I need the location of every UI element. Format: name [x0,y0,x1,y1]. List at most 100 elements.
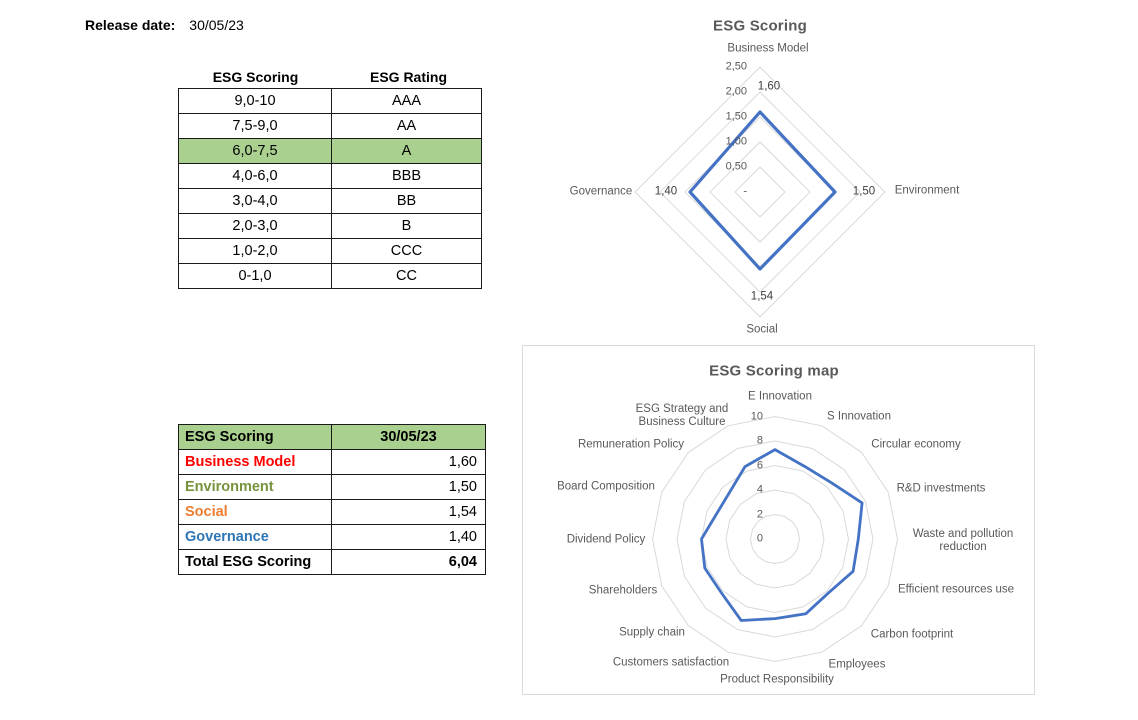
scoring-range-cell: 1,0-2,0 [178,238,332,264]
scoring-range-cell: 2,0-3,0 [178,213,332,239]
radar-gridline [709,141,811,243]
release-date: Release date: 30/05/23 [85,17,244,33]
radar-chart-esg-scoring-map: ESG Scoring map E Innovation S Innovation C… [522,345,1035,695]
scoring-range-cell: 4,0-6,0 [178,163,332,189]
axis-tick-label: 2,00 [725,85,747,98]
radar-gridline [634,66,886,318]
rating-cell: AAA [331,88,482,114]
rating-cell: A [331,138,482,164]
radar-gridline [725,489,825,589]
category-label: Efficient resources use [897,583,1015,596]
data-point-label: 1,54 [750,290,774,303]
table-row: 4,0-6,0 BBB [178,163,482,189]
axis-tick-label: 2,50 [725,60,747,73]
rating-table: ESG Scoring ESG Rating 9,0-10 AAA 7,5-9,0… [178,66,484,289]
pillar-value: 1,40 [331,524,486,550]
rating-table-grid: 9,0-10 AAA 7,5-9,0 AA 6,0-7,5 A 4,0-6,0 BBB … [178,88,482,289]
radar-gridline [684,116,836,268]
category-label: Business Model [727,42,809,55]
pillar-value: 1,60 [331,449,486,475]
table-row: 0-1,0 CC [178,263,482,289]
rating-cell: CCC [331,238,482,264]
radar-gridline [734,166,786,218]
rating-table-header: ESG Scoring ESG Rating [178,66,484,88]
category-label: Environment [894,184,960,197]
axis-tick-label: 4 [756,483,763,496]
radar-gridline [659,91,861,293]
table-row: 3,0-4,0 BB [178,188,482,214]
scoring-range-cell: 3,0-4,0 [178,188,332,214]
category-label: Carbon footprint [870,628,954,641]
release-date-value: 30/05/23 [189,17,244,33]
table-row-highlighted: 6,0-7,5 A [178,138,482,164]
category-label: ESG Strategy and Business Culture [635,402,729,428]
pillar-value: 1,50 [331,474,486,500]
radar-series-polygon [700,448,864,622]
axis-tick-label: 6 [756,459,763,472]
rating-cell: CC [331,263,482,289]
pillar-label-social: Social [178,499,332,525]
axis-tick-label: 1,00 [725,135,747,148]
radar-gridline [700,464,850,614]
scores-table: ESG Scoring 30/05/23 Business Model 1,60… [178,424,486,575]
data-point-label: 1,50 [852,185,876,198]
radar-gridline [749,513,801,565]
category-label: Customers satisfaction [612,656,730,669]
rating-header-rating: ESG Rating [369,69,447,85]
category-label: Dividend Policy [566,533,646,546]
category-label: Governance [569,185,633,198]
pillar-label-governance: Governance [178,524,332,550]
axis-tick-label: 10 [750,410,763,423]
rating-cell: AA [331,113,482,139]
pillar-label-business-model: Business Model [178,449,332,475]
data-point-label: 1,60 [757,80,781,93]
category-label: Board Composition [557,480,655,493]
chart-title: ESG Scoring [713,17,807,35]
chart-title: ESG Scoring map [709,362,839,380]
table-row: 7,5-9,0 AA [178,113,482,139]
scores-header-row: ESG Scoring 30/05/23 [178,424,486,450]
table-row: 1,0-2,0 CCC [178,238,482,264]
rating-cell: BBB [331,163,482,189]
table-row: Governance 1,40 [178,524,486,550]
radar-plot-area [634,66,886,318]
table-row: Business Model 1,60 [178,449,486,475]
pillar-value: 1,54 [331,499,486,525]
category-label: Shareholders [588,584,658,597]
table-row: 2,0-3,0 B [178,213,482,239]
radar-gridline [651,415,899,663]
rating-header-scoring: ESG Scoring [212,69,299,85]
table-row-total: Total ESG Scoring 6,04 [178,549,486,575]
category-label: E Innovation [748,390,812,403]
radar-gridline [676,440,874,638]
axis-tick-label: 1,50 [725,110,747,123]
table-row: Social 1,54 [178,499,486,525]
scoring-range-cell: 9,0-10 [178,88,332,114]
scores-table-grid: ESG Scoring 30/05/23 Business Model 1,60… [178,424,486,575]
scoring-range-cell: 0-1,0 [178,263,332,289]
category-label: Employees [828,658,886,671]
axis-tick-label: 0,50 [725,160,747,173]
category-label: Social [746,323,778,336]
category-label: R&D investments [896,482,986,495]
category-label: Circular economy [871,438,961,451]
pillar-label-environment: Environment [178,474,332,500]
scoring-range-cell: 7,5-9,0 [178,113,332,139]
category-label: S Innovation [827,410,891,423]
scores-header-date: 30/05/23 [331,424,486,450]
axis-tick-label: - [743,185,747,198]
total-esg-label: Total ESG Scoring [178,549,332,575]
rating-cell: B [331,213,482,239]
axis-tick-label: 8 [756,434,763,447]
scoring-range-cell: 6,0-7,5 [178,138,332,164]
release-date-label: Release date: [85,17,176,33]
radar-chart-esg-scoring: ESG Scoring Business Model Environment Soci… [555,5,1015,345]
total-esg-value: 6,04 [331,549,486,575]
data-point-label: 1,40 [654,185,678,198]
radar-series-polygon [688,110,837,271]
table-row: 9,0-10 AAA [178,88,482,114]
category-label: Waste and pollution reduction [912,527,1014,553]
axis-tick-label: 0 [756,532,763,545]
rating-cell: BB [331,188,482,214]
radar-plot-area [651,415,899,663]
